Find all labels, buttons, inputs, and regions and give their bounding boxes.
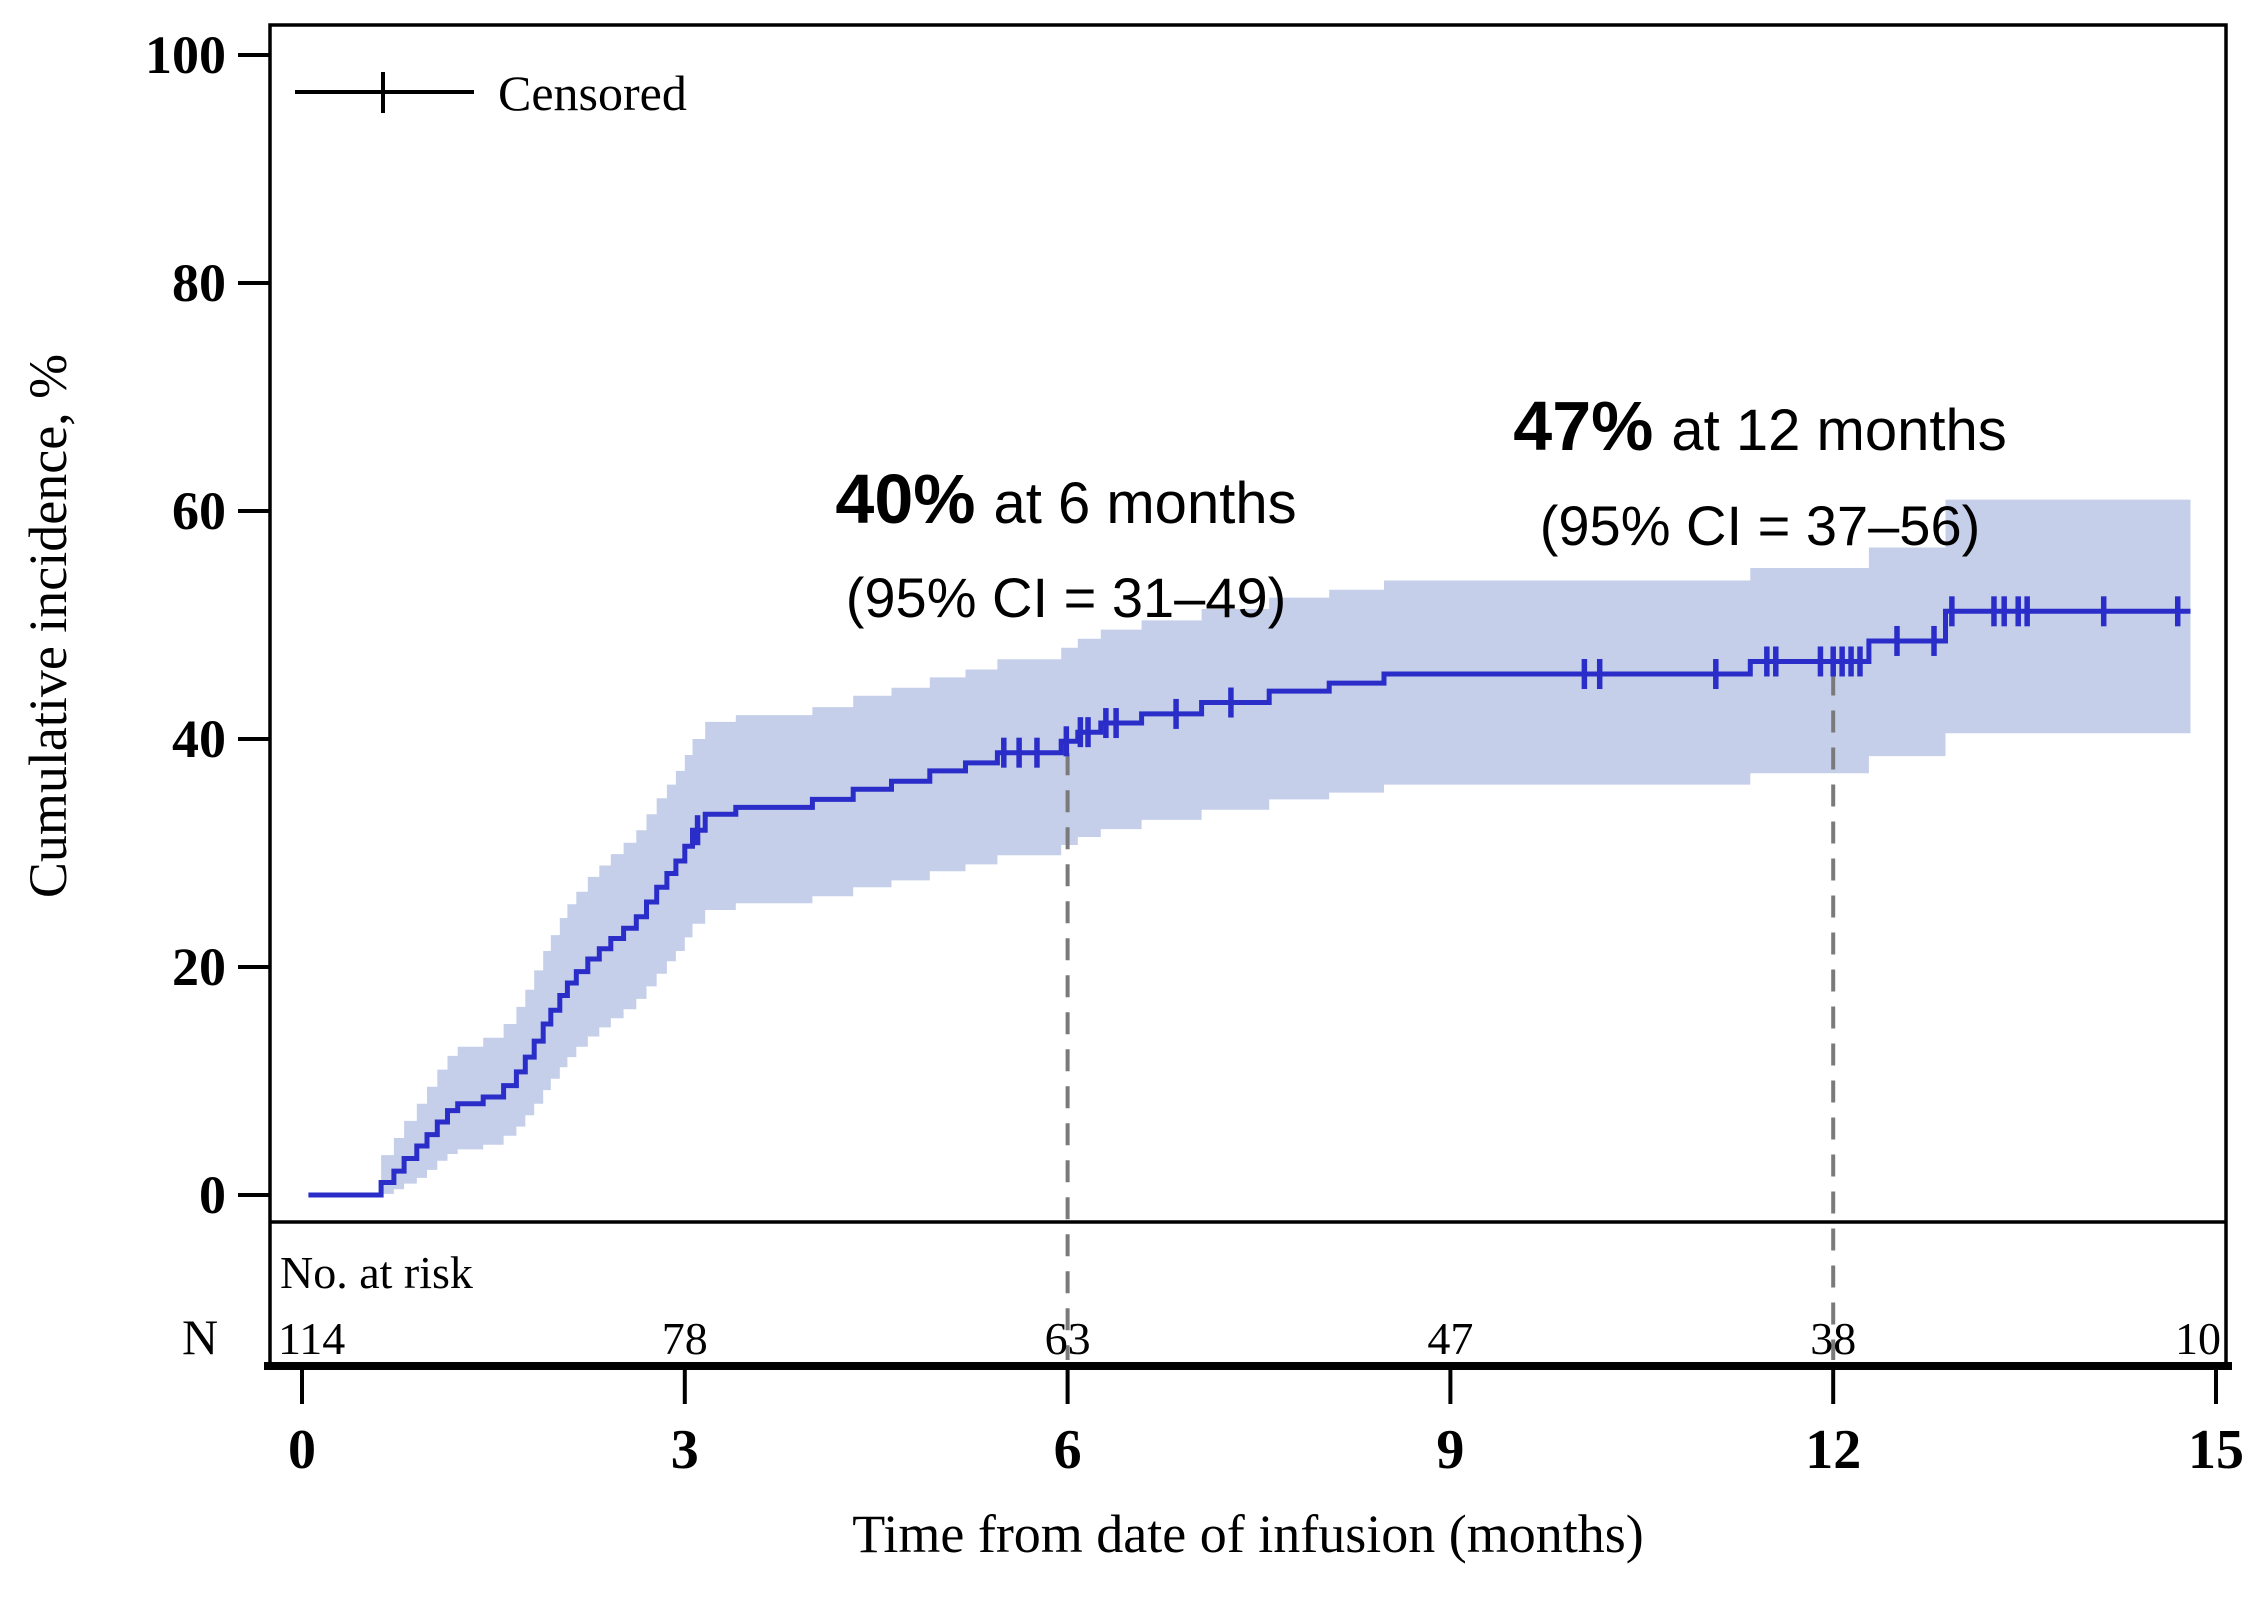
x-tick-label: 15 — [2188, 1419, 2244, 1481]
y-tick-label: 80 — [172, 253, 226, 313]
annotation-12mo-ci: (95% CI = 37–56) — [1540, 494, 1980, 557]
annotation-12-months: 47% at 12 months (95% CI = 37–56) — [1513, 387, 2006, 557]
annotation-6mo-ci: (95% CI = 31–49) — [846, 566, 1286, 629]
reference-lines — [1065, 673, 1836, 1360]
y-axis-tick-labels: 0 20 40 60 80 100 — [145, 25, 226, 1225]
censor-marks — [694, 596, 2181, 846]
y-tick-label: 0 — [199, 1165, 226, 1225]
x-tick-label: 0 — [288, 1419, 316, 1481]
y-axis-title: Cumulative incidence, % — [18, 354, 78, 898]
x-tick-label: 9 — [1436, 1419, 1464, 1481]
risk-value: 114 — [278, 1313, 345, 1364]
x-axis-tick-labels: 0 3 6 9 12 15 — [288, 1419, 2244, 1481]
x-tick-label: 3 — [671, 1419, 699, 1481]
incidence-step-curve — [308, 608, 2191, 1198]
y-tick-label: 40 — [172, 709, 226, 769]
y-tick-label: 20 — [172, 937, 226, 997]
annotation-6-months: 40% at 6 months (95% CI = 31–49) — [835, 460, 1296, 629]
plot-frame — [238, 23, 2232, 1404]
x-tick-label: 12 — [1805, 1419, 1861, 1481]
annotation-6mo-suffix: at 6 months — [994, 471, 1297, 536]
y-tick-marks — [238, 53, 270, 1197]
risk-value: 38 — [1810, 1313, 1856, 1364]
x-tick-label: 6 — [1054, 1419, 1082, 1481]
risk-table-title: No. at risk — [280, 1247, 473, 1298]
risk-value: 47 — [1427, 1313, 1473, 1364]
x-tick-marks — [300, 1366, 2218, 1404]
annotation-6mo-line1: 40% at 6 months — [835, 460, 1296, 538]
risk-table: No. at risk N 114 78 63 47 38 10 — [182, 1247, 2221, 1365]
risk-row-label: N — [182, 1309, 218, 1365]
legend-label: Censored — [498, 65, 687, 121]
annotation-12mo-line1: 47% at 12 months — [1513, 387, 2006, 465]
risk-value: 78 — [662, 1313, 708, 1364]
legend: Censored — [295, 65, 687, 121]
y-tick-label: 60 — [172, 481, 226, 541]
annotation-6mo-value: 40% — [835, 460, 975, 538]
incidence-curve — [308, 608, 2191, 1198]
y-tick-label: 100 — [145, 25, 226, 85]
annotation-12mo-value: 47% — [1513, 387, 1653, 465]
risk-value: 63 — [1045, 1313, 1091, 1364]
risk-value: 10 — [2175, 1313, 2221, 1364]
annotation-12mo-suffix: at 12 months — [1671, 398, 2006, 463]
x-axis-title: Time from date of infusion (months) — [852, 1504, 1643, 1564]
